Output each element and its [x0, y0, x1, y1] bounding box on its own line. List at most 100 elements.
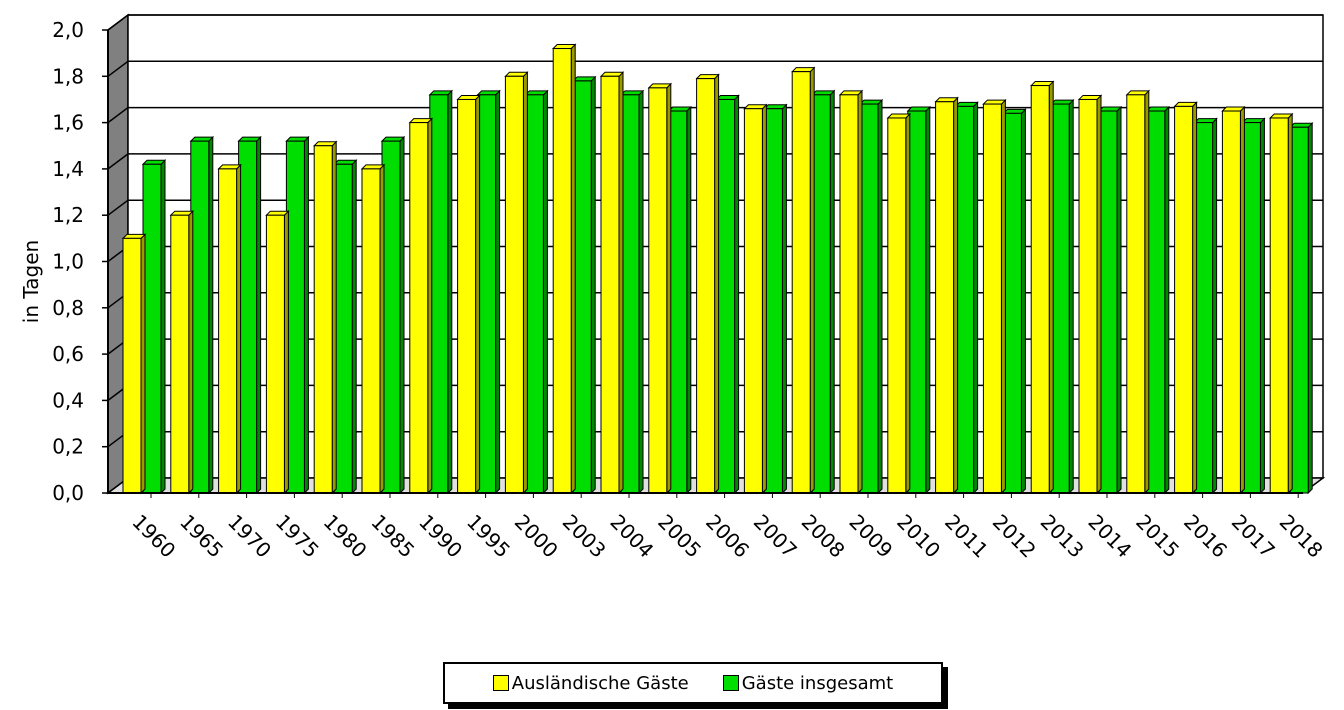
- bar-auslaendische-gaeste-top: [697, 75, 719, 79]
- bar-gaeste-insgesamt-side: [1165, 107, 1169, 493]
- bar-gaeste-insgesamt: [191, 137, 213, 493]
- bar-auslaendische-gaeste-side: [237, 165, 241, 493]
- bar-auslaendische-gaeste-top: [1175, 102, 1197, 106]
- bar-gaeste-insgesamt-side: [639, 91, 643, 493]
- bar-gaeste-insgesamt-top: [812, 91, 834, 95]
- bar-auslaendische-gaeste-side: [332, 142, 336, 493]
- bar-gaeste-insgesamt-top: [621, 91, 643, 95]
- bar-auslaendische-gaeste: [1222, 107, 1244, 493]
- bar-auslaendische-gaeste-top: [1127, 91, 1149, 95]
- bar-auslaendische-gaeste: [649, 84, 671, 493]
- x-tick-label: 2012: [988, 510, 1041, 563]
- bar-auslaendische-gaeste-top: [601, 72, 623, 76]
- bar-auslaendische-gaeste-front: [314, 146, 332, 493]
- y-tick-label: 1,6: [52, 111, 84, 135]
- bar-auslaendische-gaeste-top: [123, 234, 145, 238]
- bar-gaeste-insgesamt-side: [974, 102, 978, 493]
- x-tick-label: 2015: [1131, 510, 1184, 563]
- x-tick-label: 2000: [510, 510, 563, 563]
- y-tick-label: 0,2: [52, 435, 84, 459]
- bar-gaeste-insgesamt-top: [669, 107, 691, 111]
- bar-auslaendische-gaeste-front: [171, 215, 189, 493]
- bar-gaeste-insgesamt-top: [1051, 100, 1073, 104]
- bar-gaeste-insgesamt-side: [878, 100, 882, 493]
- bar-auslaendische-gaeste-front: [936, 102, 954, 493]
- bar-gaeste-insgesamt-front: [1051, 104, 1069, 493]
- bar-gaeste-insgesamt: [812, 91, 834, 493]
- bar-auslaendische-gaeste-top: [219, 165, 241, 169]
- bar-auslaendische-gaeste-side: [1049, 82, 1053, 493]
- y-tick-label: 0,6: [52, 342, 84, 366]
- bar-gaeste-insgesamt-side: [591, 77, 595, 493]
- bar-auslaendische-gaeste: [219, 165, 241, 493]
- bar-gaeste-insgesamt: [1051, 100, 1073, 493]
- bar-auslaendische-gaeste-front: [1031, 86, 1049, 493]
- bar-auslaendische-gaeste-front: [1222, 111, 1240, 493]
- bar-auslaendische-gaeste: [792, 68, 814, 493]
- x-tick-label: 1960: [127, 510, 180, 563]
- bar-gaeste-insgesamt: [1099, 107, 1121, 493]
- bar-auslaendische-gaeste-top: [840, 91, 862, 95]
- bar-auslaendische-gaeste-front: [792, 72, 810, 493]
- bar-auslaendische-gaeste-top: [314, 142, 336, 146]
- x-tick-label: 2008: [797, 510, 850, 563]
- bar-gaeste-insgesamt-front: [1099, 111, 1117, 493]
- x-tick-label: 2009: [844, 510, 897, 563]
- y-tick-label: 2,0: [52, 18, 84, 42]
- bar-auslaendische-gaeste-top: [1270, 114, 1292, 118]
- bar-gaeste-insgesamt-side: [1117, 107, 1121, 493]
- bar-gaeste-insgesamt-side: [735, 95, 739, 493]
- bar-gaeste-insgesamt: [764, 105, 786, 493]
- bar-auslaendische-gaeste: [1127, 91, 1149, 493]
- bar-gaeste-insgesamt-top: [1242, 119, 1264, 123]
- bar-auslaendische-gaeste-front: [1127, 95, 1145, 493]
- bar-gaeste-insgesamt: [717, 95, 739, 493]
- x-tick-label: 1990: [414, 510, 467, 563]
- bar-auslaendische-gaeste-side: [715, 75, 719, 493]
- bar-auslaendische-gaeste: [266, 211, 288, 493]
- bar-gaeste-insgesamt-side: [782, 105, 786, 493]
- legend-item-insgesamt: Gäste insgesamt: [723, 673, 894, 694]
- bar-auslaendische-gaeste-side: [762, 105, 766, 493]
- chart-svg: 0,00,20,40,60,81,01,21,41,61,82,0 196019…: [0, 0, 1344, 660]
- legend-item-auslaendische: Ausländische Gäste: [493, 673, 689, 694]
- legend-label-auslaendische: Ausländische Gäste: [512, 673, 689, 694]
- bar-auslaendische-gaeste: [1270, 114, 1292, 493]
- bar-auslaendische-gaeste-side: [1288, 114, 1292, 493]
- bar-gaeste-insgesamt-top: [334, 160, 356, 164]
- x-tick-label: 1995: [462, 510, 515, 563]
- bar-auslaendische-gaeste-front: [601, 76, 619, 493]
- bar-auslaendische-gaeste: [314, 142, 336, 493]
- x-tick-label: 1975: [271, 510, 324, 563]
- bar-gaeste-insgesamt-top: [717, 95, 739, 99]
- bar-gaeste-insgesamt-side: [1260, 119, 1264, 493]
- bar-gaeste-insgesamt: [382, 137, 404, 493]
- bar-gaeste-insgesamt-side: [448, 91, 452, 493]
- legend-label-insgesamt: Gäste insgesamt: [742, 673, 894, 694]
- bar-auslaendische-gaeste: [505, 72, 527, 493]
- bar-gaeste-insgesamt-side: [209, 137, 213, 493]
- bar-auslaendische-gaeste-top: [1222, 107, 1244, 111]
- bar-auslaendische-gaeste-side: [667, 84, 671, 493]
- bar-gaeste-insgesamt-front: [621, 95, 639, 493]
- bar-auslaendische-gaeste-front: [840, 95, 858, 493]
- bar-gaeste-insgesamt: [1003, 109, 1025, 493]
- x-tick-label: 2004: [605, 510, 658, 563]
- bar-auslaendische-gaeste: [171, 211, 193, 493]
- bar-auslaendische-gaeste-side: [858, 91, 862, 493]
- bar-auslaendische-gaeste-side: [476, 95, 480, 493]
- bar-gaeste-insgesamt: [1290, 123, 1312, 493]
- bar-auslaendische-gaeste-side: [1240, 107, 1244, 493]
- bar-auslaendische-gaeste-side: [1145, 91, 1149, 493]
- x-tick-label: 2018: [1275, 510, 1328, 563]
- y-tick-label: 1,4: [52, 157, 84, 181]
- bar-gaeste-insgesamt-front: [1195, 123, 1213, 493]
- bar-auslaendische-gaeste: [362, 165, 384, 493]
- bar-gaeste-insgesamt-top: [908, 107, 930, 111]
- bar-gaeste-insgesamt-top: [239, 137, 261, 141]
- bar-gaeste-insgesamt-front: [478, 95, 496, 493]
- bar-auslaendische-gaeste-front: [888, 118, 906, 493]
- bar-gaeste-insgesamt-front: [717, 99, 735, 493]
- bar-auslaendische-gaeste: [123, 234, 145, 493]
- x-tick-label: 2006: [701, 510, 754, 563]
